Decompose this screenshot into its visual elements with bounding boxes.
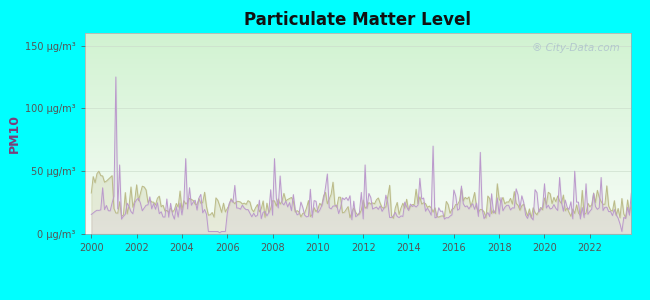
Text: ® City-Data.com: ® City-Data.com	[532, 43, 619, 53]
Y-axis label: PM10: PM10	[8, 114, 21, 153]
Title: Particulate Matter Level: Particulate Matter Level	[244, 11, 471, 29]
